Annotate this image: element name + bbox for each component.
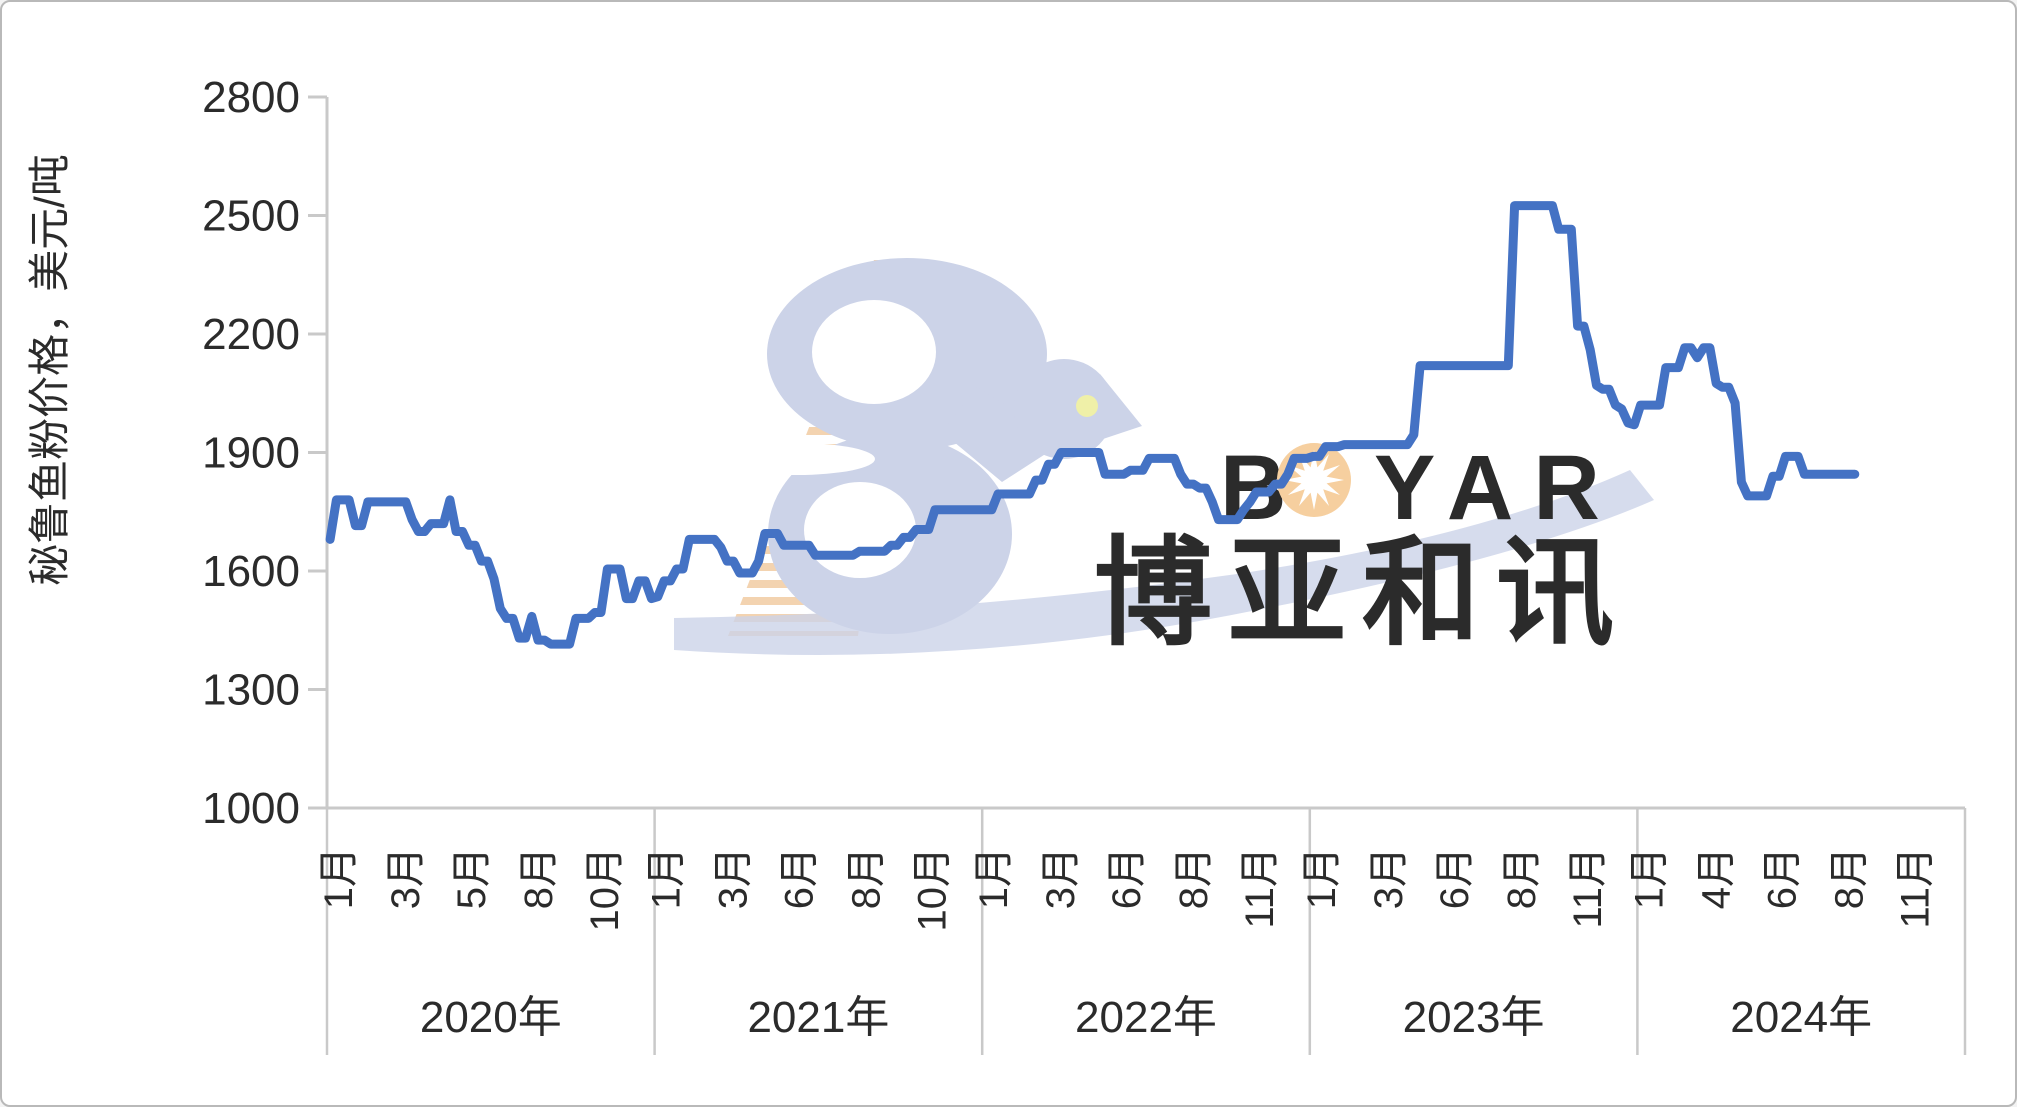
- y-tick-label: 2200: [202, 310, 300, 359]
- price-line-series: [325, 201, 1860, 649]
- month-tick-label: 3月: [384, 847, 428, 909]
- y-tick-label: 1900: [202, 429, 300, 478]
- bird-beak: [1094, 374, 1142, 442]
- month-tick-label: 1月: [972, 847, 1016, 909]
- y-tick-label: 1600: [202, 547, 300, 596]
- bird-upper-counter: [812, 300, 936, 404]
- month-tick-label: 6月: [1105, 847, 1149, 909]
- month-tick-label: 6月: [778, 847, 822, 909]
- year-label: 2024年: [1730, 993, 1872, 1042]
- month-tick-label: 3月: [1367, 847, 1411, 909]
- month-tick-label: 8月: [1827, 847, 1871, 909]
- bird-eye: [1076, 395, 1098, 417]
- watermark-text-cn: 博亚和讯: [1094, 528, 1630, 660]
- year-label: 2022年: [1075, 993, 1217, 1042]
- month-tick-label: 11月: [1893, 847, 1937, 929]
- month-tick-label: 4月: [1694, 847, 1738, 909]
- watermark-bird: [674, 258, 1654, 655]
- y-tick-label: 1300: [202, 666, 300, 715]
- month-tick-label: 3月: [712, 847, 756, 909]
- month-tick-label: 1月: [645, 847, 689, 909]
- month-tick-label: 11月: [1238, 847, 1282, 929]
- bird-neck: [942, 387, 1064, 482]
- month-tick-label: 6月: [1760, 847, 1804, 909]
- month-tick-label: 8月: [845, 847, 889, 909]
- y-tick-label: 2500: [202, 192, 300, 241]
- month-tick-label: 10月: [583, 847, 627, 932]
- bird-head: [1014, 359, 1114, 459]
- month-tick-label: 6月: [1433, 847, 1477, 909]
- month-tick-label: 1月: [1300, 847, 1344, 909]
- y-tick-label: 2800: [202, 73, 300, 122]
- month-tick-label: 3月: [1039, 847, 1083, 909]
- month-tick-label: 1月: [1627, 847, 1671, 909]
- year-label: 2023年: [1403, 993, 1545, 1042]
- month-tick-label: 8月: [517, 847, 561, 909]
- watermark-text-yar: YAR: [1374, 437, 1620, 539]
- month-tick-label: 11月: [1566, 847, 1610, 929]
- sunburst-star: [1284, 450, 1344, 510]
- year-label: 2021年: [747, 993, 889, 1042]
- y-axis-title: 秘鲁鱼粉价格，美元/吨: [26, 154, 73, 586]
- bird-lower-counter: [804, 482, 916, 578]
- month-tick-label: 8月: [1172, 847, 1216, 909]
- month-tick-label: 1月: [317, 847, 361, 909]
- month-tick-label: 5月: [450, 847, 494, 909]
- year-label: 2020年: [420, 993, 562, 1042]
- month-tick-label: 8月: [1500, 847, 1544, 909]
- watermark-logo: B YAR 博亚和讯: [674, 258, 1654, 660]
- x-axis: 1月 3月 5月 8月 10月 2020年 1月 3月 6月 8月 10月 2021年 1月 3月 6月 8月…: [317, 808, 1967, 1055]
- month-tick-label: 10月: [911, 847, 955, 932]
- y-axis: 2800 2500 2200 1900 1600 1300 1000: [202, 73, 327, 833]
- bird-gap: [719, 443, 875, 475]
- y-tick-label: 1000: [202, 784, 300, 833]
